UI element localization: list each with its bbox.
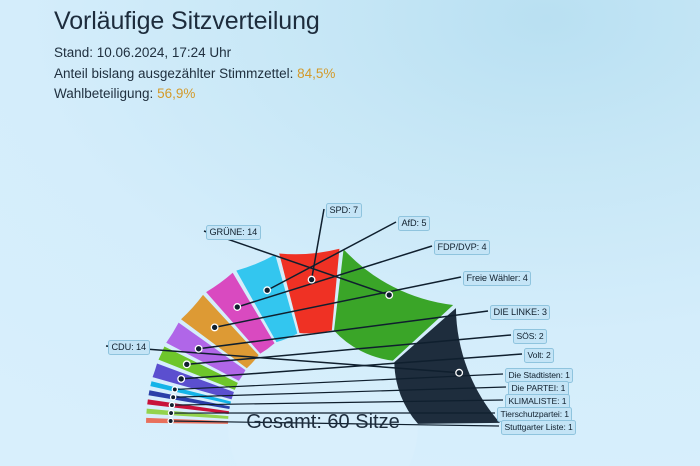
leader-line xyxy=(171,399,504,406)
callout-label-freie-w-hler[interactable]: Freie Wähler: 4 xyxy=(463,271,532,287)
leader-line xyxy=(174,373,504,391)
arc-segment-freie-w-hler[interactable] xyxy=(181,294,259,369)
callout-label-cdu[interactable]: CDU: 14 xyxy=(108,340,150,356)
slice-marker xyxy=(169,393,177,401)
slice-marker xyxy=(307,275,316,284)
counted-line: Anteil bislang ausgezählter Stimmzettel:… xyxy=(54,64,654,85)
arc-segment-cdu[interactable] xyxy=(394,308,500,424)
arc-segment-fdp-dvp[interactable] xyxy=(206,272,275,354)
counted-value: 84,5% xyxy=(297,65,336,81)
leader-line xyxy=(198,310,489,350)
callout-label-stuttgarter-liste[interactable]: Stuttgarter Liste: 1 xyxy=(501,420,577,435)
leader-line xyxy=(266,221,397,291)
leader-line xyxy=(173,386,507,398)
leader-line xyxy=(186,334,512,366)
callout-label-s-s[interactable]: SÖS: 2 xyxy=(513,329,548,344)
turnout-label: Wahlbeteiligung: xyxy=(54,86,154,102)
slice-marker xyxy=(182,360,191,369)
slice-marker xyxy=(167,417,174,425)
arc-segment-spd[interactable] xyxy=(279,248,340,334)
turnout-value: 56,9% xyxy=(157,86,196,102)
slice-marker xyxy=(194,344,203,353)
slice-marker xyxy=(263,286,272,295)
slice-marker xyxy=(171,386,179,393)
leader-line xyxy=(170,420,500,427)
page-title: Vorläufige Sitzverteilung xyxy=(54,7,320,35)
callout-label-fdp-dvp[interactable]: FDP/DVP: 4 xyxy=(434,240,491,256)
leader-line xyxy=(237,245,433,308)
leader-line xyxy=(214,276,462,329)
leader-lines xyxy=(105,208,523,427)
stand-label: Stand: 10.06.2024, 17:24 Uhr xyxy=(54,45,232,61)
arc-segment-s-s[interactable] xyxy=(158,346,238,390)
leader-line xyxy=(203,230,390,296)
slice-marker xyxy=(210,323,219,332)
stand-line: Stand: 10.06.2024, 17:24 Uhr xyxy=(54,43,654,64)
arc-segment-tierschutzpartei[interactable] xyxy=(146,408,229,419)
chart-hub xyxy=(228,425,418,466)
callout-label-spd[interactable]: SPD: 7 xyxy=(326,203,362,219)
callout-label-gr-ne[interactable]: GRÜNE: 14 xyxy=(206,225,261,241)
leader-line xyxy=(310,208,325,280)
arc-segment-volt[interactable] xyxy=(152,363,234,400)
callout-label-die-linke[interactable]: DIE LINKE: 3 xyxy=(490,305,551,321)
arc-segment-die-linke[interactable] xyxy=(166,322,246,381)
arc-segment-klimaliste[interactable] xyxy=(147,399,229,414)
arc-segment-gr-ne[interactable] xyxy=(334,249,454,361)
slice-marker xyxy=(167,409,175,417)
leader-line xyxy=(181,353,523,380)
turnout-line: Wahlbeteiligung: 56,9% xyxy=(54,84,654,105)
slice-marker xyxy=(455,368,464,377)
counted-label: Anteil bislang ausgezählter Stimmzettel: xyxy=(54,65,294,81)
arc-segment-die-stadtisten[interactable] xyxy=(150,381,231,405)
slice-marker xyxy=(177,374,186,383)
slice-markers xyxy=(167,275,464,425)
callout-label-afd[interactable]: AfD: 5 xyxy=(398,216,430,232)
slice-marker xyxy=(168,401,176,409)
slice-marker xyxy=(233,303,242,311)
total-seats-label: Gesamt: 60 Sitze xyxy=(246,411,400,433)
slice-marker xyxy=(385,291,394,300)
leader-line xyxy=(105,345,460,374)
header-block: Vorläufige Sitzverteilung Stand: 10.06.2… xyxy=(54,6,654,105)
callout-label-volt[interactable]: Volt: 2 xyxy=(524,348,555,363)
